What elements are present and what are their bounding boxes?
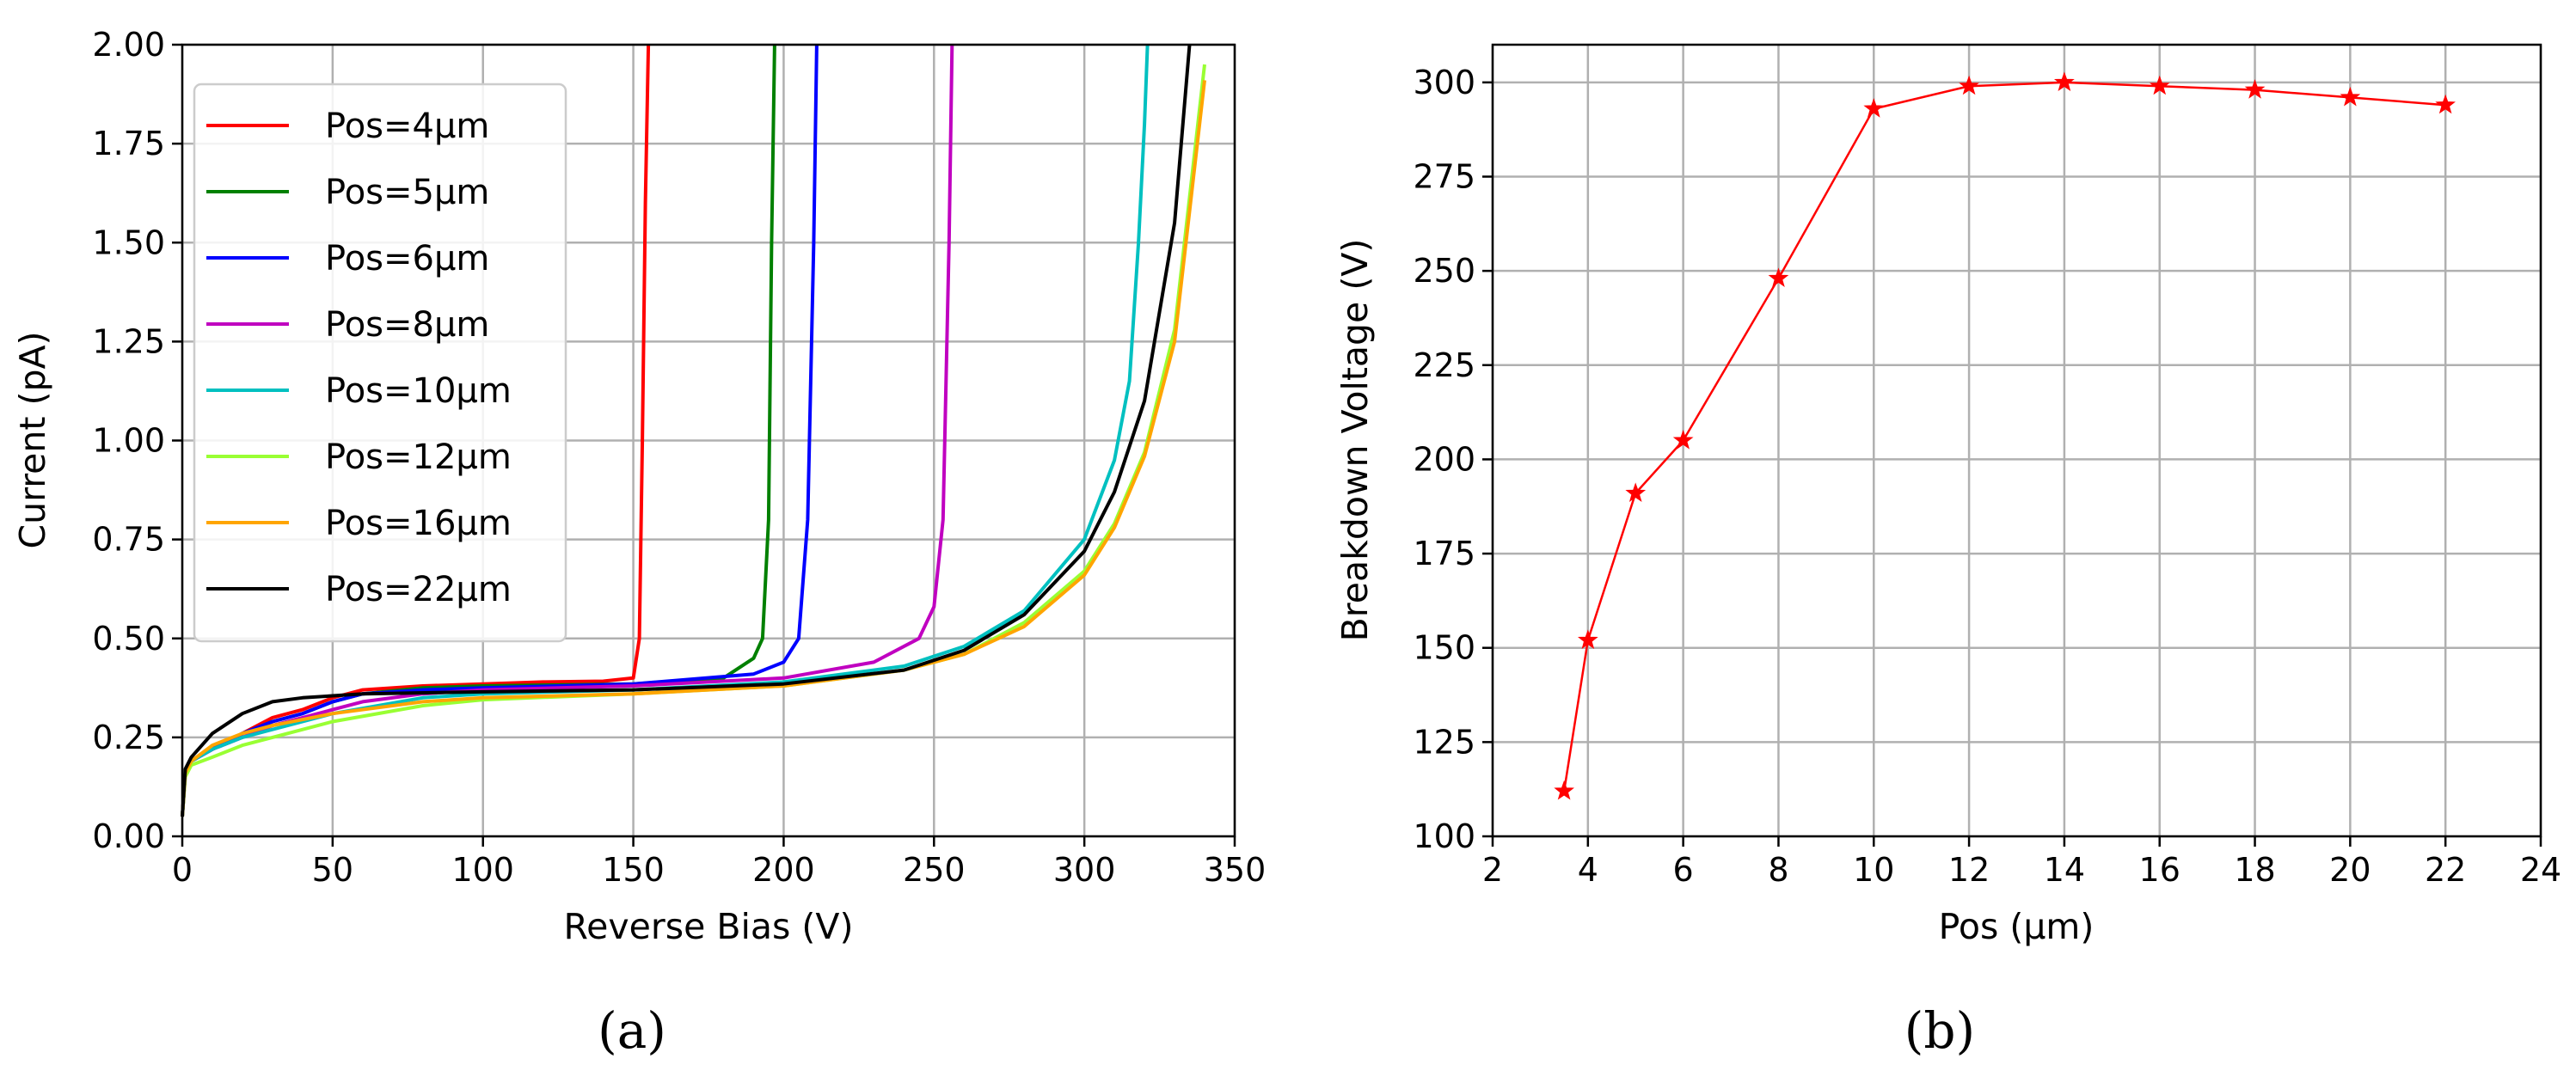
y-tick-label: 250 bbox=[1413, 252, 1475, 290]
legend-entry: Pos=10μm bbox=[325, 371, 512, 411]
legend-box-a bbox=[193, 83, 567, 643]
series-line-7 bbox=[181, 44, 1192, 817]
y-tick-label: 300 bbox=[1413, 64, 1475, 101]
x-tick-label: 24 bbox=[2520, 851, 2561, 889]
x-tick-label: 22 bbox=[2425, 851, 2466, 889]
x-tick-label: 16 bbox=[2139, 851, 2180, 889]
series-line-0 bbox=[1562, 81, 2446, 792]
y-tick-label: 175 bbox=[1413, 535, 1475, 572]
panel-label-a: (a) bbox=[598, 1001, 666, 1060]
y-tick-label: 275 bbox=[1413, 158, 1475, 196]
x-tick-label: 100 bbox=[451, 851, 514, 889]
x-tick-label: 12 bbox=[1948, 851, 1990, 889]
legend-entry: Pos=4μm bbox=[325, 107, 489, 146]
chart-a: 0 50 100 150 200 250 300 350 0.00 0.25 0.50 0.75 1.0… bbox=[12, 26, 1266, 1060]
series-line-6 bbox=[181, 80, 1206, 817]
y-tick-label: 0.00 bbox=[92, 817, 165, 855]
y-axis-label-b: Breakdown Voltage (V) bbox=[1334, 239, 1376, 642]
data-point bbox=[1554, 780, 1574, 800]
y-tick-label: 225 bbox=[1413, 346, 1475, 384]
data-point bbox=[1578, 629, 1598, 649]
y-tick-label: 0.50 bbox=[92, 620, 165, 658]
y-tick-label: 0.75 bbox=[92, 521, 165, 559]
x-tick-label: 4 bbox=[1578, 851, 1598, 889]
ticks-a: 0 50 100 150 200 250 300 350 0.00 0.25 0.50 0.75 1.0… bbox=[92, 26, 1266, 889]
y-tick-label: 1.00 bbox=[92, 422, 165, 460]
legend-entry: Pos=5μm bbox=[325, 173, 489, 212]
x-tick-label: 50 bbox=[312, 851, 353, 889]
y-tick-label: 2.00 bbox=[92, 26, 165, 64]
legend-a: Pos=4μm Pos=5μm Pos=6μm Pos=8μm Pos=10μm Pos=… bbox=[193, 83, 567, 643]
data-point bbox=[1863, 98, 1885, 118]
x-axis-label-a: Reverse Bias (V) bbox=[564, 906, 854, 947]
series-group-b bbox=[1554, 71, 2456, 800]
data-point bbox=[2340, 86, 2361, 107]
data-point bbox=[2435, 94, 2456, 114]
legend-entry: Pos=22μm bbox=[325, 570, 512, 609]
x-tick-label: 250 bbox=[903, 851, 966, 889]
x-tick-label: 20 bbox=[2329, 851, 2371, 889]
data-point bbox=[1959, 75, 1980, 95]
data-point bbox=[1672, 430, 1694, 450]
x-axis-label-b: Pos (μm) bbox=[1939, 906, 2095, 947]
x-tick-label: 350 bbox=[1204, 851, 1267, 889]
x-tick-label: 18 bbox=[2234, 851, 2275, 889]
x-tick-label: 200 bbox=[752, 851, 815, 889]
legend-entry: Pos=8μm bbox=[325, 305, 489, 345]
series-group-a bbox=[181, 44, 1206, 817]
x-tick-label: 8 bbox=[1768, 851, 1788, 889]
y-tick-label: 1.75 bbox=[92, 125, 165, 162]
chart-b: 2 4 6 8 10 12 14 16 18 20 22 2410012515017520022525… bbox=[1334, 43, 2561, 1060]
y-tick-label: 125 bbox=[1413, 723, 1475, 761]
x-tick-label: 300 bbox=[1053, 851, 1116, 889]
y-tick-label: 0.25 bbox=[92, 719, 165, 756]
y-tick-label: 100 bbox=[1413, 817, 1475, 855]
grid-b bbox=[1491, 45, 2542, 838]
legend-entry: Pos=16μm bbox=[325, 504, 512, 543]
y-tick-label: 150 bbox=[1413, 629, 1475, 667]
data-point bbox=[2149, 75, 2170, 95]
plot-frame-b bbox=[1491, 43, 2542, 838]
ticks-b: 2 4 6 8 10 12 14 16 18 20 22 2410012515017520022525… bbox=[1413, 64, 2561, 889]
y-axis-label-a: Current (pA) bbox=[12, 331, 53, 548]
x-tick-label: 14 bbox=[2044, 851, 2085, 889]
x-tick-label: 10 bbox=[1853, 851, 1894, 889]
legend-entry: Pos=6μm bbox=[325, 239, 489, 278]
y-tick-label: 1.25 bbox=[92, 322, 165, 360]
y-tick-label: 200 bbox=[1413, 440, 1475, 478]
x-tick-label: 6 bbox=[1673, 851, 1694, 889]
panel-label-b: (b) bbox=[1904, 1001, 1975, 1060]
y-tick-label: 1.50 bbox=[92, 223, 165, 261]
x-tick-label: 0 bbox=[172, 851, 193, 889]
x-tick-label: 150 bbox=[602, 851, 665, 889]
data-point bbox=[2053, 71, 2075, 91]
data-point bbox=[1625, 482, 1647, 502]
data-point bbox=[2244, 79, 2266, 99]
x-tick-label: 2 bbox=[1482, 851, 1503, 889]
data-point bbox=[1768, 267, 1789, 288]
legend-entry: Pos=12μm bbox=[325, 438, 512, 477]
